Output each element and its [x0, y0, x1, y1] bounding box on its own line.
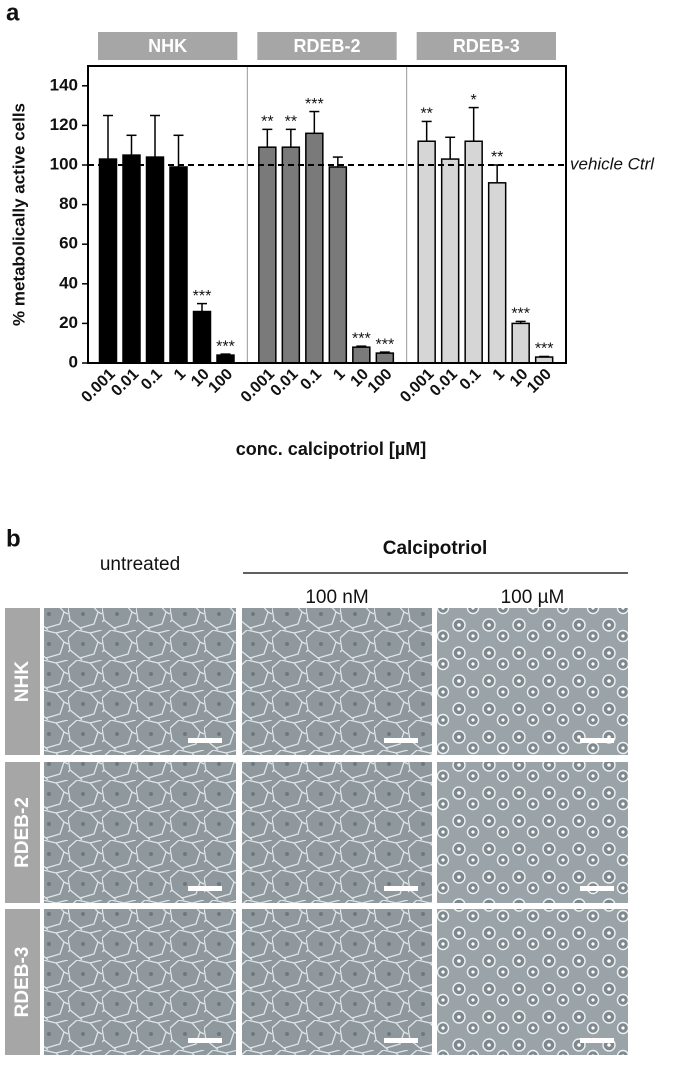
y-axis-label: % metabolically active cells — [9, 103, 28, 326]
bar — [258, 146, 277, 364]
group-header: Calcipotriol — [383, 538, 488, 559]
group-header: NHK — [148, 36, 187, 56]
micrograph — [44, 608, 236, 755]
micrograph — [437, 608, 628, 755]
significance-label: ** — [491, 149, 503, 166]
micrograph — [437, 909, 628, 1055]
scale-bar — [384, 738, 418, 743]
row-label-box — [5, 762, 40, 903]
bar — [98, 158, 118, 364]
group-header-box — [416, 32, 556, 60]
bar — [464, 140, 483, 364]
significance-label: *** — [193, 288, 212, 305]
panel-label: a — [6, 0, 20, 26]
y-tick-label: 140 — [50, 75, 78, 94]
group-header-box — [98, 32, 238, 60]
bar — [216, 354, 235, 364]
micrograph — [44, 909, 236, 1055]
row-label-box — [5, 608, 40, 755]
significance-label: *** — [511, 306, 530, 323]
group-header: RDEB-2 — [293, 36, 360, 56]
bar — [328, 166, 348, 364]
x-tick-label: 0.01 — [268, 366, 302, 400]
reference-label: vehicle Ctrl — [570, 154, 655, 173]
significance-label: ** — [285, 114, 297, 131]
micrograph-grid: untreated 100 nM 100 µM Calcipotriol NHK RDEB… — [5, 538, 628, 1055]
scale-bar — [580, 1038, 614, 1043]
scale-bar — [188, 738, 222, 743]
scale-bar — [188, 886, 222, 891]
x-tick-label: 1 — [171, 366, 189, 384]
micrograph — [242, 909, 432, 1055]
y-tick-label: 80 — [59, 194, 78, 213]
bar — [487, 182, 507, 364]
significance-label: *** — [375, 336, 394, 353]
bar — [169, 166, 188, 364]
column-header: untreated — [100, 554, 180, 575]
y-tick-label: 40 — [59, 273, 78, 292]
x-tick-label: 1 — [490, 366, 508, 384]
y-tick-label: 0 — [69, 352, 78, 371]
x-tick-label: 0.01 — [108, 366, 142, 400]
group-header-box — [257, 32, 397, 60]
column-header: 100 µM — [501, 587, 565, 608]
bar-chart: 0 20 40 60 80 100 120 140 % metabolically active… — [9, 32, 655, 459]
x-tick-label: 100 — [205, 366, 236, 397]
x-tick-label: 0.1 — [457, 366, 485, 394]
x-tick-label: 0.1 — [138, 366, 166, 394]
row-label: RDEB-2 — [12, 797, 33, 868]
x-tick-label: 100 — [524, 366, 555, 397]
x-tick-label: 0.1 — [297, 366, 325, 394]
micrograph — [242, 762, 432, 903]
significance-label: * — [471, 92, 477, 109]
bar — [375, 352, 395, 364]
row-label: NHK — [12, 661, 33, 702]
bar — [122, 154, 141, 364]
bar — [305, 132, 324, 364]
significance-label: *** — [352, 330, 371, 347]
bar — [281, 146, 301, 364]
plot-frame — [87, 65, 567, 364]
micrograph — [437, 762, 628, 903]
group-header: RDEB-3 — [453, 36, 520, 56]
scale-bar — [580, 886, 614, 891]
significance-label: *** — [216, 338, 235, 355]
significance-label: ** — [420, 106, 432, 123]
x-tick-label: 1 — [330, 366, 348, 384]
scale-bar — [188, 1038, 222, 1043]
row-label: RDEB-3 — [12, 947, 33, 1018]
y-tick-label: 20 — [59, 313, 78, 332]
bar — [511, 322, 530, 364]
x-tick-label: 100 — [365, 366, 396, 397]
x-axis-label: conc. calcipotriol [µM] — [236, 439, 426, 459]
y-tick-label: 60 — [59, 234, 78, 253]
bar — [145, 156, 165, 364]
significance-label: ** — [261, 114, 273, 131]
panel-label: b — [6, 525, 21, 552]
scale-bar — [384, 1038, 418, 1043]
bar — [417, 140, 436, 364]
bar — [192, 310, 212, 364]
micrograph — [242, 608, 432, 755]
bar — [440, 158, 460, 364]
scale-bar — [384, 886, 418, 891]
column-header: 100 nM — [305, 587, 368, 608]
y-tick-label: 100 — [50, 154, 78, 173]
micrograph — [44, 762, 236, 903]
y-tick-label: 120 — [50, 115, 78, 134]
scale-bar — [580, 738, 614, 743]
significance-label: *** — [305, 96, 324, 113]
x-tick-label: 0.01 — [427, 366, 461, 400]
row-label-box — [5, 909, 40, 1055]
bar — [352, 346, 371, 364]
significance-label: *** — [535, 341, 554, 358]
